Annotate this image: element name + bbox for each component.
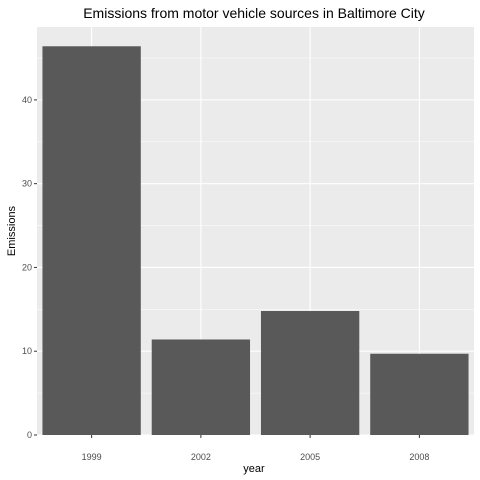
y-axis-label: Emissions xyxy=(6,205,18,256)
y-tick-label: 0 xyxy=(27,430,32,440)
bar-2008 xyxy=(370,353,469,435)
y-tick-label: 40 xyxy=(22,95,32,105)
bar-2005 xyxy=(260,311,360,435)
bars xyxy=(42,46,469,436)
bar-2002 xyxy=(151,339,251,435)
x-tick-label: 2002 xyxy=(191,452,211,462)
x-axis: 1999 2002 2005 2008 xyxy=(82,435,429,462)
x-tick-label: 2005 xyxy=(300,452,320,462)
chart-title: Emissions from motor vehicle sources in … xyxy=(83,5,425,21)
x-tick-label: 2008 xyxy=(409,452,429,462)
x-tick-label: 1999 xyxy=(82,452,102,462)
y-tick-label: 20 xyxy=(22,262,32,272)
y-tick-label: 10 xyxy=(22,346,32,356)
y-axis: 0 10 20 30 40 xyxy=(22,95,37,440)
y-tick-label: 30 xyxy=(22,179,32,189)
bar-1999 xyxy=(42,46,141,436)
x-axis-label: year xyxy=(243,463,265,475)
